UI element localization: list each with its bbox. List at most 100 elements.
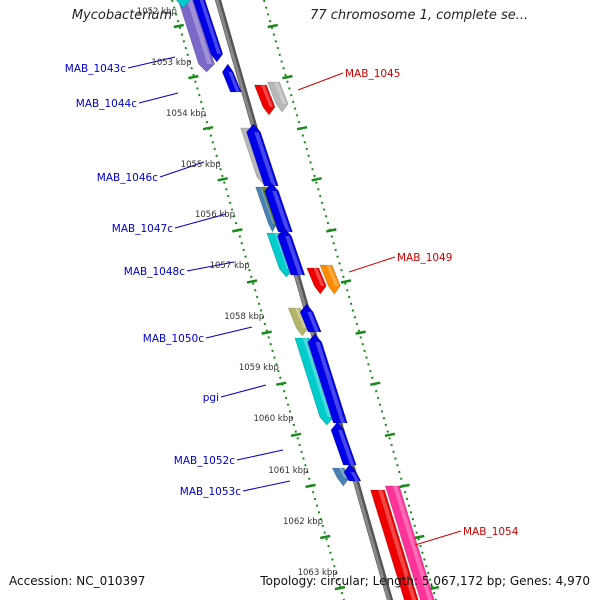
- ruler-ticks: [171, 0, 440, 600]
- mab1045-gene-arrow: [253, 84, 276, 116]
- gene-label-mab_1049: MAB_1049: [348, 252, 452, 273]
- kbp-label: 1061 kbp: [268, 466, 308, 476]
- track-background: [170, 0, 478, 600]
- kbp-label: 1056 kbp: [195, 210, 235, 220]
- gene-label-mab_1043c: MAB_1043c: [65, 56, 176, 75]
- mab1054-gene-arrow-sheen: [378, 490, 417, 600]
- mab1049-gene-arrow: [306, 267, 327, 295]
- major-tick: [202, 125, 214, 131]
- major-tick: [319, 534, 331, 540]
- major-tick: [290, 432, 302, 438]
- major-tick: [296, 125, 308, 131]
- kbp-label: 1054 kbp: [166, 109, 206, 119]
- pgi-gene-arrow: [307, 333, 348, 424]
- gene-label-text: MAB_1046c: [97, 172, 158, 184]
- gene-label-text: pgi: [203, 392, 219, 404]
- leader-line: [159, 161, 205, 178]
- mab1046c-gene-arrow: [246, 123, 279, 187]
- mab1049-gene-arrow-shape: [306, 267, 327, 295]
- major-tick: [399, 483, 410, 489]
- mab1050c-gene-arrow-sheen: [307, 312, 320, 332]
- mab1048c-gene-arrow-sheen: [285, 236, 303, 275]
- major-tick: [217, 177, 228, 182]
- kbp-label: 1062 kbp: [283, 517, 323, 527]
- leader-line: [127, 56, 176, 69]
- mab1047c-gene-arrow-shape: [264, 182, 293, 233]
- mab1050c-feature-bar-shape: [287, 307, 309, 337]
- major-tick: [340, 279, 352, 284]
- mab1050c-feature-bar: [287, 307, 309, 337]
- mab1054-feature-bar-shape: [384, 485, 435, 600]
- major-tick: [326, 228, 337, 233]
- kbp-label: 1055 kbp: [181, 160, 221, 170]
- mab1045-feature-bar-shape: [267, 81, 289, 113]
- mab1054-feature-bar: [384, 485, 435, 600]
- mab1045-gene-arrow-shape: [253, 84, 276, 116]
- major-tick: [173, 23, 184, 29]
- gene-label-text: MAB_1047c: [112, 223, 173, 235]
- gene-label-mab_1047c: MAB_1047c: [112, 213, 227, 235]
- mab1052c-gene-arrow-shape: [330, 421, 357, 466]
- leader-line: [220, 384, 267, 398]
- major-tick: [282, 74, 293, 80]
- gene-label-pgi: pgi: [203, 384, 267, 404]
- kbp-label: 1052 kbp: [137, 7, 177, 17]
- gene-label-mab_1052c: MAB_1052c: [174, 449, 284, 467]
- mab1043c-gene-arrow: [192, 0, 224, 63]
- mab1052c-gene-arrow: [330, 421, 357, 466]
- genome-summary-text: Topology: circular; Length: 5,067,172 bp…: [260, 574, 590, 588]
- backbone-highlight: [215, 0, 391, 600]
- mab1047c-gene-arrow: [264, 182, 293, 233]
- gene-label-text: MAB_1044c: [76, 98, 137, 110]
- gene-label-mab_1046c: MAB_1046c: [97, 161, 205, 184]
- mab1049-feature-bar: [319, 264, 341, 295]
- mab1053c-gene-arrow-sheen: [350, 472, 360, 481]
- major-tick: [261, 330, 272, 335]
- ruler-labels: 1052 kbp 1053 kbp 1054 kbp 1055 kbp 1056 kbp…: [137, 7, 338, 578]
- gene-label-text: MAB_1053c: [180, 486, 241, 498]
- gene-label-mab_1048c: MAB_1048c: [124, 261, 235, 278]
- major-tick: [384, 432, 396, 438]
- mab1043c-gene-arrow-shape: [192, 0, 224, 63]
- leader-line: [297, 72, 344, 91]
- gene-label-text: MAB_1050c: [143, 333, 204, 345]
- kbp-label: 1057 kbp: [210, 261, 250, 271]
- mab1044c-gene-arrow: [221, 63, 242, 93]
- gene-label-text: MAB_1054: [463, 526, 519, 538]
- mab1048c-gene-arrow-shape: [277, 227, 306, 276]
- major-tick: [355, 330, 366, 335]
- mab1047c-gene-arrow-sheen: [272, 191, 291, 232]
- mab1053c-gene-arrow: [343, 463, 362, 482]
- mab1046c-gene-arrow-shape: [246, 123, 279, 187]
- mab1053c-gene-arrow-shape: [343, 463, 362, 482]
- major-tick: [246, 279, 258, 284]
- mab1048c-gene-arrow: [277, 227, 306, 276]
- gene-label-text: MAB_1049: [397, 252, 452, 264]
- mab1053c-feature-bar-sheen: [338, 468, 348, 478]
- mab1045-gene-arrow-sheen: [261, 85, 274, 107]
- mab1052c-gene-arrow-sheen: [338, 430, 355, 465]
- major-tick: [413, 534, 425, 540]
- gene-label-mab_1053c: MAB_1053c: [180, 480, 291, 498]
- leader-line: [414, 530, 462, 546]
- leader-line: [242, 480, 291, 492]
- mab1044c-gene-arrow-sheen: [228, 72, 240, 92]
- major-tick: [267, 23, 278, 29]
- mab1044c-gene-arrow-shape: [221, 63, 242, 93]
- leader-line: [348, 256, 396, 273]
- mab1050c-feature-bar-sheen: [294, 308, 307, 328]
- mab1046c-gene-arrow-sheen: [254, 132, 277, 186]
- leader-line: [236, 449, 284, 461]
- pgi-feature-bar-shape: [294, 337, 335, 426]
- mab1043c-feature-bar-shape: [177, 0, 215, 73]
- major-tick: [188, 74, 199, 80]
- mab1043c-feature-bar-sheen: [186, 0, 213, 64]
- mab1054-gene-arrow: [370, 489, 419, 600]
- pgi-feature-bar-sheen: [302, 338, 332, 417]
- gene-label-mab_1050c: MAB_1050c: [143, 326, 253, 345]
- major-tick: [311, 177, 322, 182]
- kbp-label: 1053 kbp: [151, 58, 191, 68]
- major-tick: [232, 228, 243, 233]
